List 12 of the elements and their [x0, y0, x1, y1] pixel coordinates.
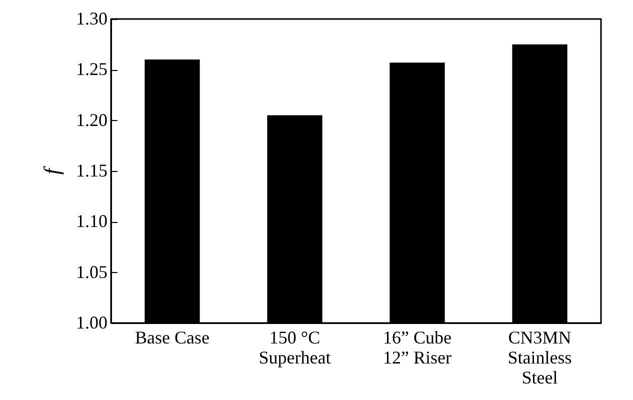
- y-tick-label: 1.20: [76, 110, 108, 130]
- y-axis-title: f: [39, 166, 64, 175]
- y-tick-label: 1.30: [76, 8, 108, 28]
- x-tick-label: CN3MN Stainless Steel: [508, 328, 572, 388]
- y-tick-label: 1.05: [76, 262, 108, 282]
- y-tick-label: 1.00: [76, 312, 108, 332]
- y-tick-label: 1.25: [76, 59, 108, 80]
- y-tick-label: 1.10: [76, 211, 108, 232]
- y-tick-label: 1.15: [76, 160, 108, 180]
- x-tick-label: 150 °C Superheat: [258, 328, 331, 368]
- x-tick-label: Base Case: [135, 328, 210, 348]
- x-tick-label: 16” Cube 12” Riser: [383, 328, 452, 368]
